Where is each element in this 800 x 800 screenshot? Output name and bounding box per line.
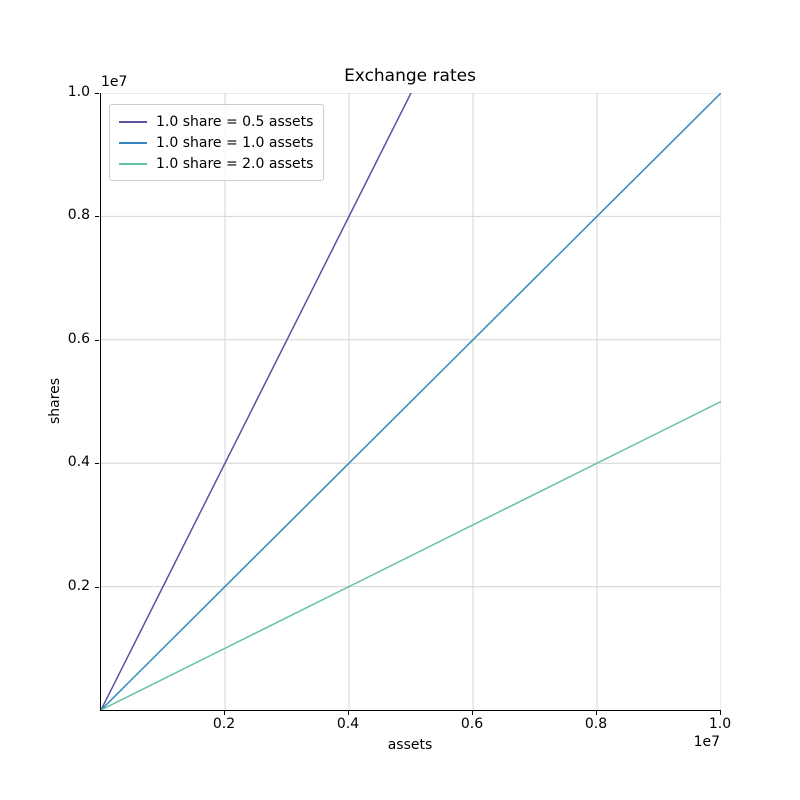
x-tick-label-0.2: 0.2 xyxy=(212,716,236,732)
plot-canvas xyxy=(101,93,721,710)
y-tick-mark-0.4 xyxy=(95,463,99,465)
legend-label-0: 1.0 share = 0.5 assets xyxy=(156,113,314,130)
x-tick-mark-0.2 xyxy=(224,711,225,715)
legend: 1.0 share = 0.5 assets 1.0 share = 1.0 as… xyxy=(109,104,325,181)
x-tick-label-0.6: 0.6 xyxy=(460,716,484,732)
series-line-1 xyxy=(101,93,721,710)
chart-title: Exchange rates xyxy=(344,66,476,86)
y-tick-mark-1.0 xyxy=(95,93,99,94)
series-line-0 xyxy=(101,93,412,710)
x-tick-label-0.4: 0.4 xyxy=(336,716,360,732)
y-tick-mark-0.6 xyxy=(95,339,99,341)
y-axis-title: shares xyxy=(47,377,63,425)
x-tick-mark-0.6 xyxy=(472,711,473,715)
x-tick-mark-0.8 xyxy=(596,711,597,715)
x-axis-title: assets xyxy=(387,737,433,753)
y-tick-label-1.0: 1.0 xyxy=(67,84,90,100)
x-tick-mark-1.0 xyxy=(720,711,721,715)
y-tick-label-0.4: 0.4 xyxy=(67,454,90,471)
legend-entry-1: 1.0 share = 1.0 assets xyxy=(119,132,313,153)
x-tick-mark-0.4 xyxy=(348,711,349,715)
y-tick-mark-0.8 xyxy=(95,216,99,218)
x-tick-label-0.8: 0.8 xyxy=(584,716,608,732)
y-tick-label-0.6: 0.6 xyxy=(67,330,90,347)
legend-label-2: 1.0 share = 2.0 assets xyxy=(156,155,314,172)
y-tick-label-0.2: 0.2 xyxy=(67,577,90,594)
legend-line-swatch-0 xyxy=(119,120,147,123)
y-axis-offset-label: 1e7 xyxy=(101,74,128,90)
y-tick-label-0.8: 0.8 xyxy=(67,207,90,224)
x-axis-offset-label: 1e7 xyxy=(693,734,720,750)
legend-line-swatch-2 xyxy=(119,162,147,165)
legend-line-swatch-1 xyxy=(119,141,147,144)
series-line-2 xyxy=(101,400,721,710)
plot-area: 1.0 share = 0.5 assets 1.0 share = 1.0 as… xyxy=(100,93,721,711)
legend-entry-0: 1.0 share = 0.5 assets xyxy=(119,111,313,132)
legend-label-1: 1.0 share = 1.0 assets xyxy=(156,134,314,151)
legend-entry-2: 1.0 share = 2.0 assets xyxy=(119,153,313,174)
y-tick-mark-0.2 xyxy=(95,586,99,588)
x-tick-label-1.0: 1.0 xyxy=(708,716,732,732)
